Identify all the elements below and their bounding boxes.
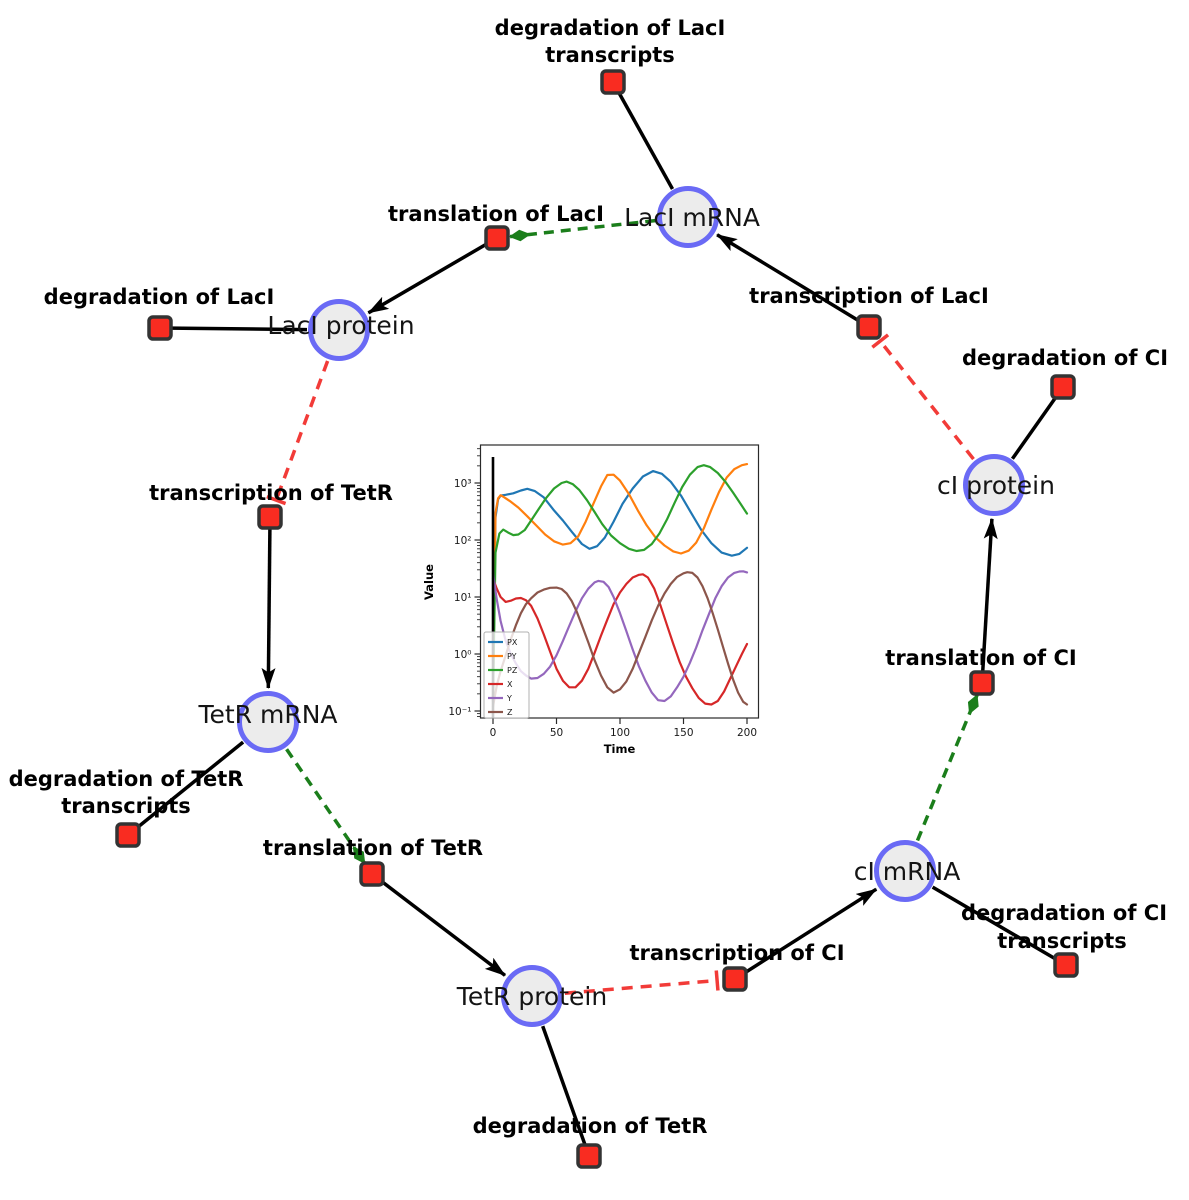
- reaction-label-deg-ci-transcripts-2: transcripts: [997, 929, 1127, 953]
- legend-label-y: Y: [506, 694, 512, 703]
- edge-tetrmrna-translationtetr: [285, 748, 367, 865]
- reaction-label-deg-laci-transcripts-2: transcripts: [545, 43, 675, 67]
- edge-lacimrna-deglacitx: [616, 90, 675, 190]
- edge-cimrna-translationci: [915, 694, 979, 842]
- species-label-laci-protein: LacI protein: [267, 311, 414, 340]
- y-tick-label: 10²: [454, 535, 472, 547]
- edges-modifier: [285, 218, 979, 865]
- edge-tetrmrna-degtetrtx: [135, 740, 245, 830]
- reaction-label-transcription-ci: transcription of CI: [629, 941, 844, 965]
- reaction-label-translation-ci: translation of CI: [885, 646, 1076, 670]
- series-line-pz: [491, 464, 749, 703]
- species-node-tetr-mrna: [237, 691, 299, 753]
- reaction-node-deg-tetr-transcripts: [115, 822, 141, 848]
- legend-label-py: PY: [507, 652, 517, 661]
- reaction-label-translation-laci: translation of LacI: [388, 202, 604, 226]
- series-line-py: [491, 463, 749, 703]
- y-tick-label: 10¹: [454, 592, 472, 604]
- species-node-laci-protein: [308, 299, 370, 361]
- edge-tetrprotein-transcriptionci: [564, 970, 720, 995]
- series-line-px: [491, 470, 749, 703]
- series-line-x: [491, 573, 749, 706]
- reaction-node-translation-ci: [969, 670, 995, 696]
- edge-translationlaci-laciprotein: [367, 241, 489, 315]
- y-tick-label: 10⁻¹: [448, 706, 471, 718]
- species-label-laci-mrna: LacI mRNA: [624, 203, 760, 232]
- reaction-node-deg-laci: [147, 315, 173, 341]
- legend-label-x: X: [507, 680, 513, 689]
- edge-lacimrna-translationlaci: [508, 218, 656, 242]
- edges-consumption: [135, 90, 1059, 1147]
- edge-laciprotein-deglaci: [170, 326, 308, 332]
- legend-box: [483, 631, 530, 719]
- legend-label-px: PX: [507, 638, 518, 647]
- edge-transcriptionlaci-lacimrna: [716, 233, 861, 323]
- series-line-z: [491, 571, 749, 708]
- legend-label-z: Z: [507, 708, 513, 717]
- edges-inhibition: [266, 333, 975, 995]
- reaction-node-translation-laci: [484, 225, 510, 251]
- x-tick-label: 0: [490, 727, 497, 739]
- edge-transcriptiontetr-tetrmrna: [261, 527, 276, 689]
- reaction-label-deg-ci-transcripts-1: degradation of CI: [961, 901, 1167, 925]
- reaction-label-deg-laci: degradation of LacI: [44, 285, 275, 309]
- species-nodes: [237, 186, 1025, 1027]
- legend-label-pz: PZ: [507, 666, 518, 675]
- species-labels: LacI mRNA LacI protein TetR mRNA TetR pr…: [197, 203, 1055, 1011]
- reaction-node-transcription-ci: [722, 966, 748, 992]
- reaction-label-deg-tetr: degradation of TetR: [473, 1114, 708, 1138]
- reaction-label-deg-tetr-transcripts-1: degradation of TetR: [9, 767, 244, 791]
- reaction-nodes: [115, 69, 1079, 1169]
- x-tick-label: 50: [550, 727, 563, 739]
- species-node-laci-mrna: [657, 186, 719, 248]
- species-label-tetr-protein: TetR protein: [456, 982, 607, 1011]
- reaction-node-deg-laci-transcripts: [600, 69, 626, 95]
- reaction-label-transcription-tetr: transcription of TetR: [149, 481, 393, 505]
- species-label-ci-protein: cI protein: [937, 471, 1055, 500]
- species-node-ci-mrna: [874, 840, 936, 902]
- species-label-tetr-mrna: TetR mRNA: [197, 700, 337, 729]
- reaction-node-translation-tetr: [359, 861, 385, 887]
- y-axis-label: Value: [422, 564, 436, 600]
- edge-ciprotein-transcriptionlaci: [871, 333, 975, 461]
- edge-cimrna-degcitx: [931, 885, 1058, 962]
- x-axis-label: Time: [604, 742, 636, 756]
- reaction-node-transcription-tetr: [257, 504, 283, 530]
- edge-ciprotein-degci: [1010, 394, 1059, 460]
- reaction-node-transcription-laci: [856, 314, 882, 340]
- x-tick-label: 150: [673, 727, 693, 739]
- edge-transcriptionci-cimrna: [743, 887, 878, 975]
- reaction-node-deg-ci: [1050, 374, 1076, 400]
- edge-translationci-ciprotein: [980, 517, 998, 673]
- reaction-label-deg-tetr-transcripts-2: transcripts: [61, 794, 191, 818]
- reaction-label-translation-tetr: translation of TetR: [263, 836, 483, 860]
- reaction-label-deg-laci-transcripts-1: degradation of LacI: [495, 16, 726, 40]
- inset-timeseries-chart: 10⁻¹ 10⁰ 10¹ 10² 10³ 0 50 100 150 200 Time Value PX P…: [422, 444, 760, 756]
- x-tick-label: 100: [610, 727, 630, 739]
- reaction-labels: degradation of LacI transcripts translat…: [9, 16, 1168, 1138]
- reaction-label-deg-ci: degradation of CI: [962, 346, 1168, 370]
- y-tick-label: 10³: [454, 478, 472, 490]
- y-tick-label: 10⁰: [454, 649, 472, 661]
- species-label-ci-mrna: cI mRNA: [854, 857, 961, 886]
- reaction-node-deg-tetr: [576, 1143, 602, 1169]
- edge-tetrprotein-degtetr: [541, 1025, 587, 1147]
- edge-translationtetr-tetrprotein: [379, 879, 507, 977]
- edges-production: [261, 233, 998, 977]
- species-node-tetr-protein: [501, 965, 563, 1027]
- edge-laciprotein-transcriptiontetr: [266, 360, 330, 506]
- x-tick-label: 200: [737, 727, 757, 739]
- reaction-label-transcription-laci: transcription of LacI: [749, 284, 989, 308]
- species-node-ci-protein: [963, 454, 1025, 516]
- reaction-node-deg-ci-transcripts: [1053, 952, 1079, 978]
